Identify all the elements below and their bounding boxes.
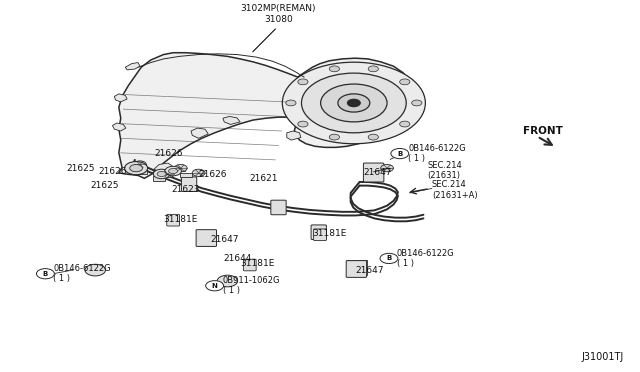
Bar xyxy=(245,260,255,268)
Circle shape xyxy=(298,121,308,127)
Text: 0B146-6122G
( 1 ): 0B146-6122G ( 1 ) xyxy=(397,249,454,268)
Text: 3102MP(REMAN)
31080: 3102MP(REMAN) 31080 xyxy=(241,4,316,23)
Text: SEC.214
(21631): SEC.214 (21631) xyxy=(428,161,462,180)
Text: SEC.214
(21631+A): SEC.214 (21631+A) xyxy=(432,180,477,200)
Circle shape xyxy=(85,264,106,276)
Text: 21626: 21626 xyxy=(198,170,227,179)
Circle shape xyxy=(380,253,398,263)
Bar xyxy=(136,170,147,174)
FancyBboxPatch shape xyxy=(271,200,286,215)
Text: 21621: 21621 xyxy=(250,174,278,183)
Circle shape xyxy=(217,275,237,287)
Bar xyxy=(161,171,173,175)
Circle shape xyxy=(412,100,422,106)
Circle shape xyxy=(321,84,387,122)
Text: 0B146-6122G
( 1 ): 0B146-6122G ( 1 ) xyxy=(53,264,111,283)
Circle shape xyxy=(154,169,170,179)
FancyBboxPatch shape xyxy=(181,177,196,192)
Polygon shape xyxy=(154,163,173,173)
Text: J31001TJ: J31001TJ xyxy=(581,352,623,362)
Circle shape xyxy=(348,99,360,107)
Circle shape xyxy=(399,121,410,127)
Polygon shape xyxy=(119,53,413,178)
Bar xyxy=(376,166,390,171)
Text: N: N xyxy=(212,283,218,289)
Circle shape xyxy=(174,164,187,172)
Circle shape xyxy=(282,62,426,144)
Text: 21625: 21625 xyxy=(67,164,95,173)
Circle shape xyxy=(192,169,205,176)
Bar xyxy=(154,176,165,180)
Circle shape xyxy=(169,169,177,174)
Bar xyxy=(170,215,179,223)
FancyBboxPatch shape xyxy=(314,229,326,241)
Circle shape xyxy=(381,164,394,172)
Text: 0B911-1062G
( 1 ): 0B911-1062G ( 1 ) xyxy=(223,276,280,295)
Text: 21623: 21623 xyxy=(172,186,200,195)
Circle shape xyxy=(338,94,370,112)
Polygon shape xyxy=(223,116,240,125)
FancyBboxPatch shape xyxy=(346,261,367,278)
Circle shape xyxy=(399,79,410,85)
Bar xyxy=(173,167,185,171)
Circle shape xyxy=(157,171,166,176)
Text: 21647: 21647 xyxy=(364,169,392,177)
Circle shape xyxy=(391,148,409,159)
FancyBboxPatch shape xyxy=(364,163,384,182)
Text: FRONT: FRONT xyxy=(523,126,563,136)
Circle shape xyxy=(301,73,406,133)
FancyBboxPatch shape xyxy=(167,214,179,226)
Circle shape xyxy=(125,161,148,175)
Text: 31181E: 31181E xyxy=(164,215,198,224)
Circle shape xyxy=(130,164,143,172)
Text: 21644: 21644 xyxy=(223,254,252,263)
Polygon shape xyxy=(113,123,126,131)
Text: 21626: 21626 xyxy=(99,167,127,176)
Polygon shape xyxy=(287,131,301,140)
Circle shape xyxy=(298,79,308,85)
Text: B: B xyxy=(43,271,48,277)
Circle shape xyxy=(36,269,54,279)
Bar xyxy=(196,230,216,245)
Circle shape xyxy=(286,100,296,106)
Text: 21625: 21625 xyxy=(90,181,119,190)
Polygon shape xyxy=(125,62,140,70)
FancyBboxPatch shape xyxy=(196,230,216,246)
Bar xyxy=(317,230,326,238)
Circle shape xyxy=(205,280,223,291)
Bar xyxy=(128,164,140,169)
Bar xyxy=(180,173,191,177)
Circle shape xyxy=(330,134,339,140)
FancyBboxPatch shape xyxy=(243,259,256,271)
Text: 31181E: 31181E xyxy=(240,259,275,268)
Text: 21626: 21626 xyxy=(154,149,182,158)
Circle shape xyxy=(134,161,147,168)
Circle shape xyxy=(368,134,378,140)
Polygon shape xyxy=(115,94,127,102)
Circle shape xyxy=(162,170,174,177)
Text: B: B xyxy=(397,151,403,157)
Text: 31181E: 31181E xyxy=(312,229,347,238)
Text: 21647: 21647 xyxy=(210,235,239,244)
Circle shape xyxy=(368,66,378,72)
FancyBboxPatch shape xyxy=(311,225,326,240)
Text: B: B xyxy=(387,256,392,262)
Text: 21647: 21647 xyxy=(355,266,383,275)
Circle shape xyxy=(330,66,339,72)
Polygon shape xyxy=(191,128,208,138)
Text: 0B146-6122G
( 1 ): 0B146-6122G ( 1 ) xyxy=(408,144,466,163)
Bar xyxy=(348,260,367,275)
Circle shape xyxy=(165,166,181,176)
